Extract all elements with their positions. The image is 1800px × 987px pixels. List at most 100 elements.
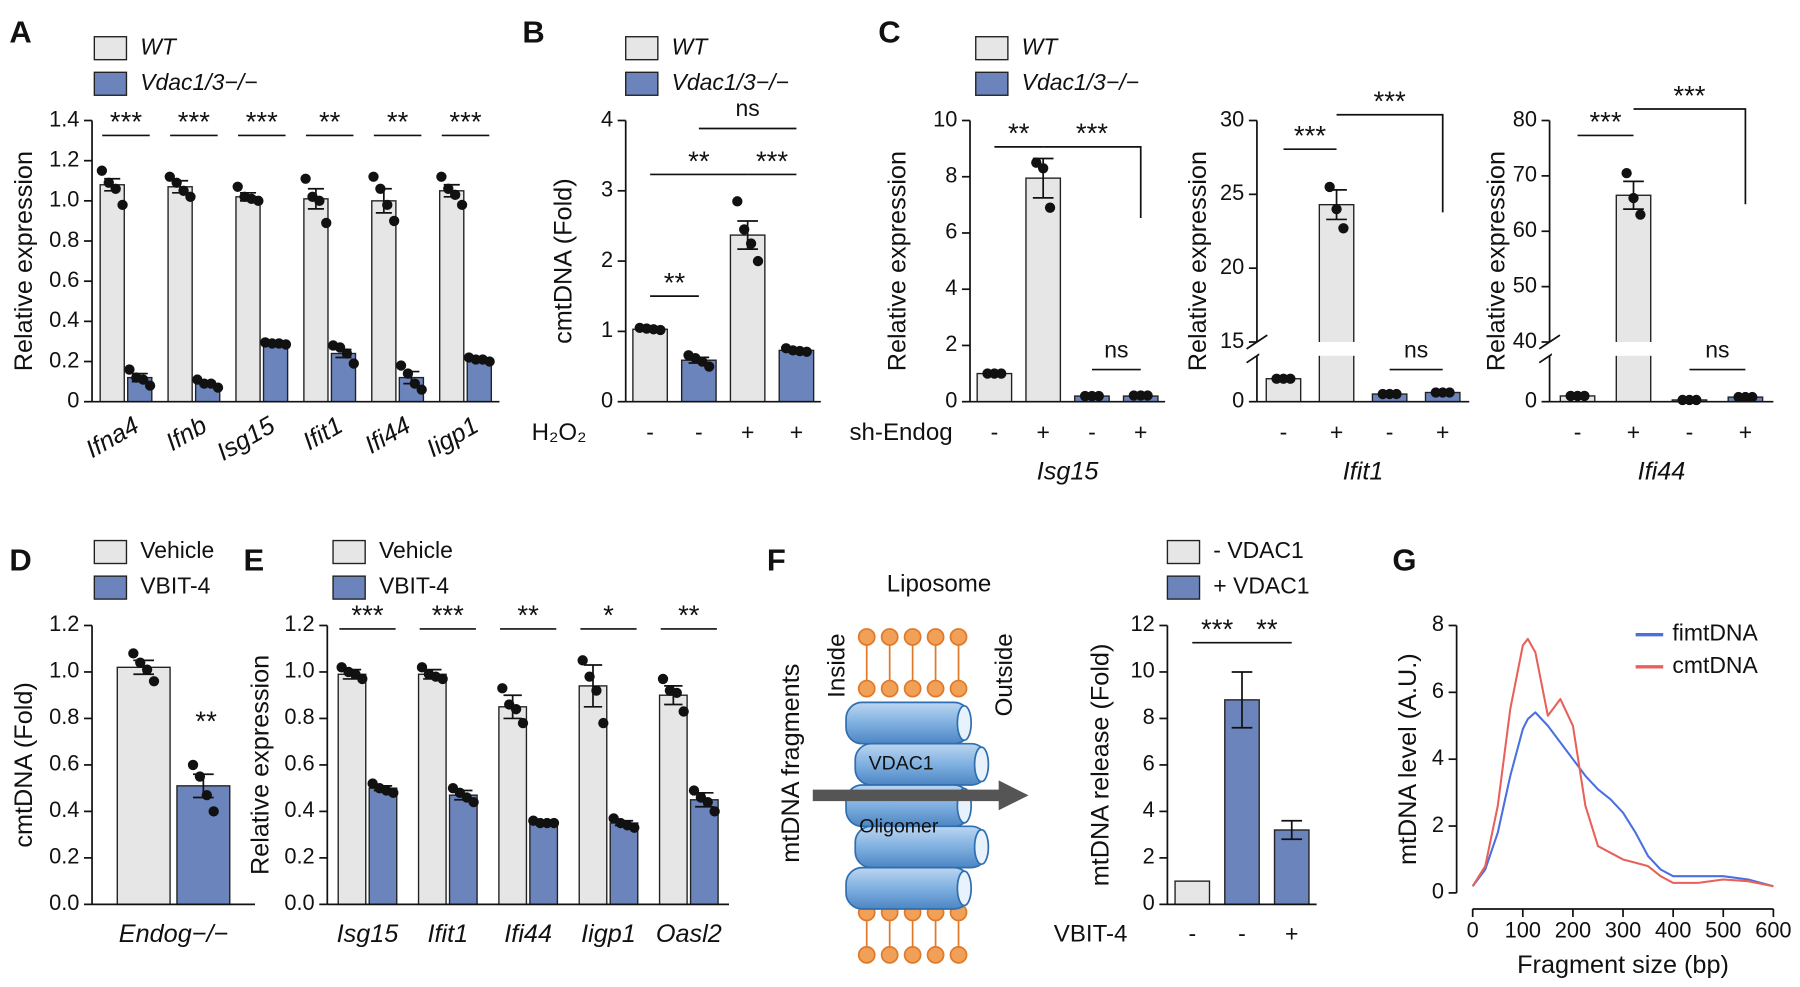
y-tick-label: 0 xyxy=(67,387,79,412)
y-tick-label: 6 xyxy=(1143,751,1155,776)
significance-bracket xyxy=(1336,113,1444,213)
y-tick-label: 4 xyxy=(1432,745,1444,770)
x-tick-label: - xyxy=(695,419,703,445)
x-tick-label: + xyxy=(1436,419,1449,445)
row-label: H₂O₂ xyxy=(532,419,587,446)
data-point xyxy=(341,348,353,359)
significance-label: ns xyxy=(1404,336,1428,362)
bar xyxy=(167,186,193,403)
significance-label: ** xyxy=(688,145,710,176)
x-tick-label: Ifit1 xyxy=(298,411,347,456)
data-point xyxy=(548,817,560,829)
bar xyxy=(303,198,329,403)
x-tick-label: Iigp1 xyxy=(422,411,483,463)
x-tick-label: Oasl2 xyxy=(656,920,722,948)
bar xyxy=(1224,699,1260,906)
legend-swatch xyxy=(1166,575,1201,600)
axis-break xyxy=(1246,334,1268,350)
significance-label: *** xyxy=(110,106,142,137)
lipid-layer-bottom xyxy=(857,903,968,964)
y-tick-label: 0.8 xyxy=(49,704,79,729)
significance-label: * xyxy=(603,600,614,631)
vdac-oligomer xyxy=(845,701,990,910)
y-tick-label: 1.0 xyxy=(49,658,79,683)
y-tick-label: 0 xyxy=(1432,879,1444,904)
bar xyxy=(235,196,261,403)
y-tick-label: 3 xyxy=(601,177,613,202)
bar xyxy=(99,184,125,403)
bar xyxy=(1318,203,1355,403)
x-tick-label: + xyxy=(1330,419,1343,445)
panel-letter: G xyxy=(1392,543,1416,578)
significance-label: *** xyxy=(1374,86,1406,117)
data-point xyxy=(704,361,715,372)
x-tick-label: - xyxy=(991,419,999,445)
data-point xyxy=(510,703,522,715)
data-point xyxy=(321,217,332,229)
y-tick-label: 1.0 xyxy=(49,187,79,212)
y-tick-label: 8 xyxy=(945,163,957,188)
y-tick-label: 0.2 xyxy=(49,844,79,869)
data-point xyxy=(1324,181,1335,193)
axis-break xyxy=(1538,334,1561,350)
data-point xyxy=(144,380,156,391)
data-point xyxy=(135,657,146,668)
data-point xyxy=(517,717,529,729)
significance-label: ns xyxy=(736,95,760,121)
data-point xyxy=(468,796,479,808)
lipid-layer-top xyxy=(857,628,968,698)
bar xyxy=(658,694,688,906)
x-tick-label: Isg15 xyxy=(337,920,400,948)
data-point xyxy=(164,171,175,182)
bar xyxy=(262,342,289,403)
data-point xyxy=(1031,157,1042,168)
legend-label: VBIT-4 xyxy=(379,573,449,599)
data-point xyxy=(598,717,609,729)
legend-label: cmtDNA xyxy=(1672,652,1758,678)
data-point xyxy=(388,215,400,227)
y-tick-label: 4 xyxy=(1143,797,1155,822)
x-tick-label: 100 xyxy=(1505,918,1541,943)
y-tick-label: 60 xyxy=(1513,217,1537,242)
bar xyxy=(498,706,528,906)
outside-label: Outside xyxy=(991,633,1018,716)
bar xyxy=(417,673,447,906)
line xyxy=(1471,711,1774,888)
data-point xyxy=(1621,167,1632,179)
legend-swatch xyxy=(625,36,659,61)
data-point xyxy=(443,183,454,194)
data-point xyxy=(1391,388,1402,400)
y-axis-label: mtDNA release (Fold) xyxy=(1087,644,1115,887)
data-point xyxy=(436,171,447,182)
bar xyxy=(609,822,639,906)
x-tick-label: + xyxy=(1739,419,1752,445)
legend-swatch xyxy=(332,539,366,565)
x-tick-label: Ifna4 xyxy=(81,411,144,463)
data-point xyxy=(103,177,114,188)
y-axis-label: Relative expression xyxy=(1184,151,1212,371)
legend-swatch xyxy=(625,71,659,96)
significance-label: *** xyxy=(1589,106,1621,137)
arrow-head xyxy=(998,780,1029,811)
data-point xyxy=(141,664,153,675)
significance-label: ** xyxy=(319,106,341,137)
data-point xyxy=(148,676,160,687)
x-tick-label: + xyxy=(790,419,803,445)
x-tick-label: Ifit1 xyxy=(427,920,468,948)
x-tick-label: - xyxy=(1386,419,1394,445)
y-tick-label: 0.4 xyxy=(284,797,314,822)
significance-bracket xyxy=(1633,108,1747,205)
y-tick-label: 0.6 xyxy=(284,751,314,776)
legend-label: + VDAC1 xyxy=(1213,573,1309,599)
y-tick-label: 4 xyxy=(601,106,613,131)
legend-swatch xyxy=(1166,539,1201,565)
significance-label: *** xyxy=(432,600,464,631)
y-axis-label: cmtDNA (Fold) xyxy=(550,178,578,343)
data-point xyxy=(655,324,666,336)
data-point xyxy=(185,191,196,202)
bar xyxy=(466,358,493,403)
data-point xyxy=(208,806,219,817)
y-tick-label: 15 xyxy=(1220,328,1244,353)
x-tick-label: - xyxy=(1188,920,1196,946)
